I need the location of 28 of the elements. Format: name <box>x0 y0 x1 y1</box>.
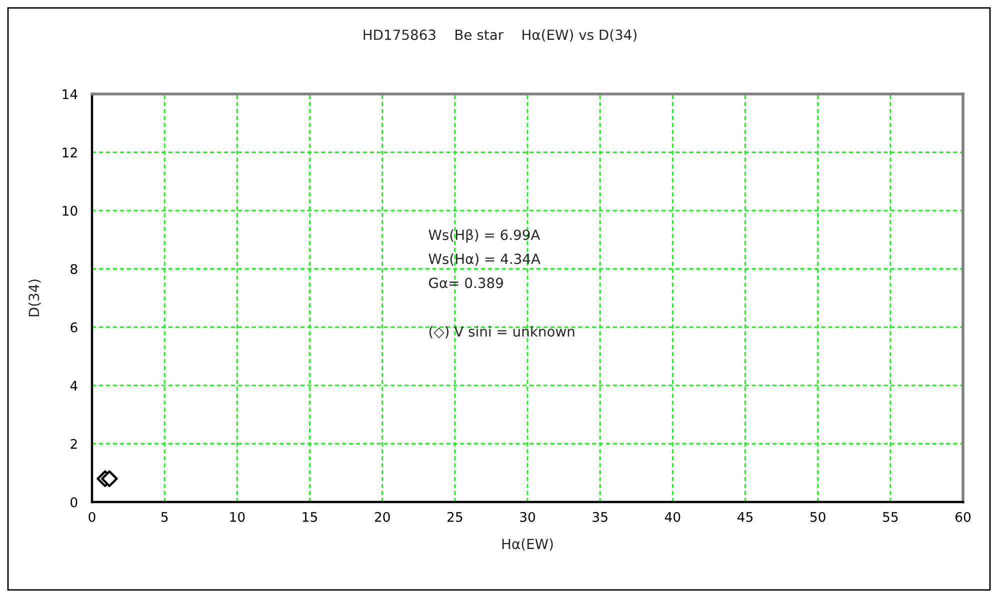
x-tick-label: 55 <box>883 512 898 522</box>
x-tick-label: 5 <box>161 512 168 522</box>
annotation: Ws(Hβ) = 6.99A <box>428 229 540 243</box>
x-axis-title: Hα(EW) <box>502 538 553 551</box>
x-tick-label: 35 <box>592 512 608 522</box>
y-tick-label: 0 <box>70 497 78 508</box>
y-tick-label: 4 <box>70 380 78 390</box>
x-tick-label: 60 <box>956 512 971 522</box>
y-tick-label: 6 <box>70 322 78 332</box>
chart-title: HD175863 Be star Hα(EW) vs D(34) <box>364 29 636 42</box>
x-tick-label: 45 <box>738 512 752 522</box>
y-tick-label: 10 <box>62 206 78 216</box>
annotation: (◇) V sini = unknown <box>429 326 574 338</box>
x-tick-label: 25 <box>447 512 462 522</box>
y-tick-label: 8 <box>70 264 78 274</box>
annotation: Gα= 0.389 <box>428 278 503 288</box>
y-tick-label: 14 <box>62 89 78 100</box>
x-tick-label: 15 <box>302 512 317 522</box>
x-tick-label: 50 <box>810 512 826 522</box>
y-tick-label: 2 <box>70 438 77 449</box>
y-tick-label: 12 <box>62 148 77 158</box>
x-tick-label: 20 <box>374 512 390 522</box>
annotation: Ws(Hα) = 4.34A <box>428 253 540 266</box>
y-axis-title: D(34) <box>28 280 41 316</box>
x-tick-label: 0 <box>88 512 96 522</box>
x-tick-label: 40 <box>664 512 680 522</box>
x-tick-label: 10 <box>230 512 245 522</box>
x-tick-label: 30 <box>520 512 536 522</box>
